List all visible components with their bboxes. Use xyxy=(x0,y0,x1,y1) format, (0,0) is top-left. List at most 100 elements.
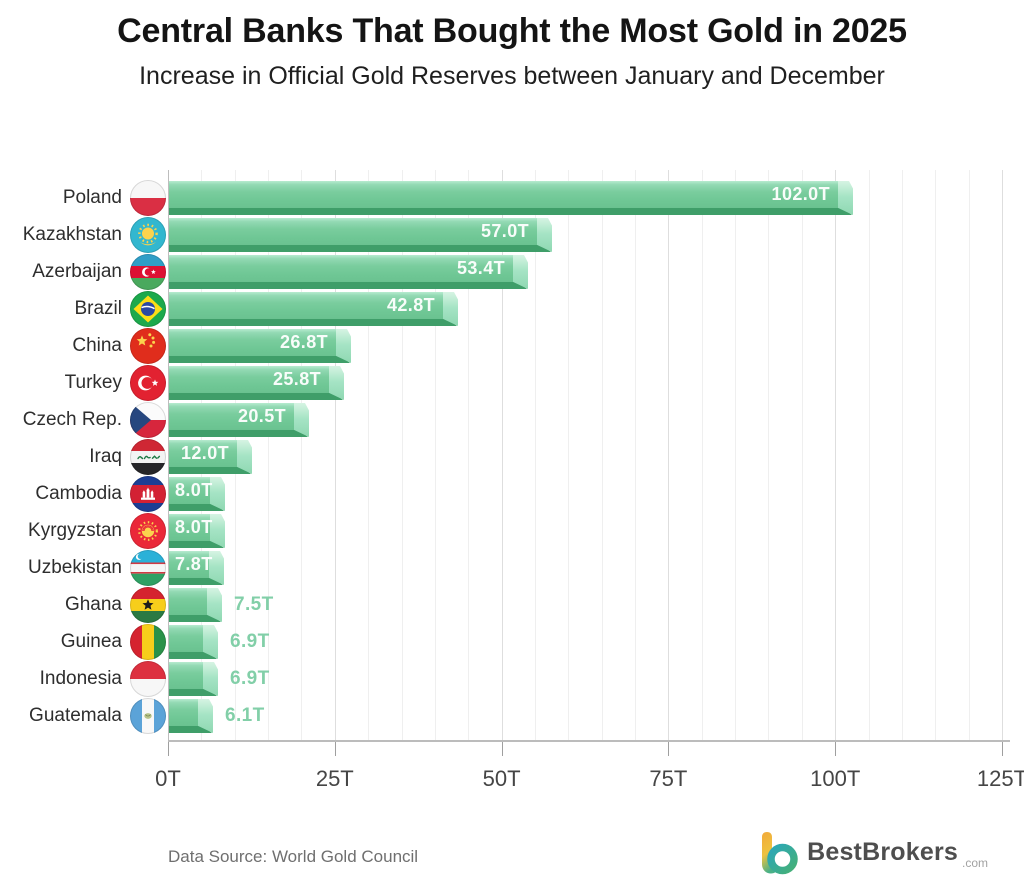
gridline-minor xyxy=(935,170,937,741)
bar-face xyxy=(169,403,306,430)
bar-face xyxy=(169,292,455,319)
bar-end-cap xyxy=(203,662,218,696)
bar-end-cap xyxy=(237,440,252,474)
flag-kazakhstan-icon xyxy=(130,217,166,253)
gridline-minor xyxy=(468,170,470,741)
gridline-major xyxy=(835,170,837,741)
axis-tick xyxy=(334,741,336,756)
bar-face xyxy=(169,255,525,282)
category-label-group: Poland xyxy=(63,180,166,216)
country-label: Ghana xyxy=(64,594,122,615)
x-axis-tick-label: 50T xyxy=(482,766,521,791)
category-label-group: China xyxy=(72,328,166,364)
chart-row: Indonesia 6.9T xyxy=(40,661,1002,697)
category-label-group: Indonesia xyxy=(39,661,166,697)
bar-shadow xyxy=(169,430,308,437)
chart-row: Brazil 42.8T xyxy=(74,291,1002,327)
bar-end-cap xyxy=(329,366,344,400)
bestbrokers-logo: BestBrokers .com xyxy=(758,828,988,876)
value-label: 7.5T xyxy=(234,593,274,615)
value-label: 6.1T xyxy=(225,704,265,726)
flag-guatemala-icon xyxy=(130,698,166,734)
country-label: Azerbaijan xyxy=(32,261,122,282)
value-label: 8.0T xyxy=(175,517,213,537)
gridline-major xyxy=(1002,170,1003,741)
gridline-minor xyxy=(268,170,270,741)
country-label: Iraq xyxy=(89,446,122,467)
axis-tick xyxy=(168,741,169,756)
flag-brazil-icon xyxy=(130,291,166,327)
gridline-major xyxy=(668,170,670,741)
x-axis-tick-label: 100T xyxy=(810,766,861,791)
bar-shadow xyxy=(169,689,217,696)
bar-face xyxy=(169,366,341,393)
flag-ghana-icon xyxy=(130,587,166,623)
gridline-minor xyxy=(568,170,570,741)
value-label: 8.0T xyxy=(175,480,213,500)
value-label: 102.0T xyxy=(771,184,830,204)
category-label-group: Cambodia xyxy=(35,476,166,512)
bar-brazil xyxy=(169,292,455,326)
category-label-group: Azerbaijan xyxy=(32,254,166,290)
bar-shadow xyxy=(169,726,212,733)
country-label: Turkey xyxy=(64,372,122,393)
gridline-minor xyxy=(401,170,403,741)
flag-indonesia-icon xyxy=(130,661,166,697)
bar-shadow xyxy=(169,652,217,659)
bar-shadow xyxy=(169,245,551,252)
gridline-major xyxy=(168,170,169,741)
chart-row: Turkey 25.8T xyxy=(65,365,1002,401)
bar-shadow xyxy=(169,615,221,622)
value-label: 57.0T xyxy=(480,221,529,241)
country-label: Czech Rep. xyxy=(22,409,122,430)
bar-shadow xyxy=(169,356,350,363)
value-label: 53.4T xyxy=(456,258,505,278)
gridline-minor xyxy=(735,170,737,741)
bar-shadow xyxy=(169,541,224,548)
country-label: Indonesia xyxy=(39,668,122,689)
flag-guinea-icon xyxy=(130,624,166,660)
bar-uzbekistan xyxy=(169,551,221,585)
data-source-note: Data Source: World Gold Council xyxy=(168,847,419,866)
gridline-minor xyxy=(801,170,803,741)
brand-name: BestBrokers xyxy=(807,837,958,866)
value-label: 25.8T xyxy=(272,369,321,389)
gridline-major xyxy=(334,170,336,741)
gridline-minor xyxy=(301,170,303,741)
gridline-minor xyxy=(368,170,370,741)
value-label: 12.0T xyxy=(180,443,229,463)
bestbrokers-logo-icon xyxy=(762,832,798,875)
bar-shadow xyxy=(169,393,343,400)
bar-kazakhstan xyxy=(169,218,549,252)
bar-end-cap xyxy=(207,588,222,622)
country-label: Kyrgyzstan xyxy=(28,520,122,541)
x-axis-line xyxy=(168,740,1011,742)
flag-turkey-icon xyxy=(130,365,166,401)
flag-czech-icon xyxy=(130,402,166,438)
country-label: Guatemala xyxy=(29,705,122,726)
category-label-group: Guatemala xyxy=(29,698,166,734)
bar-end-cap xyxy=(838,181,853,215)
bar-face xyxy=(169,329,348,356)
bar-kyrgyzstan xyxy=(169,514,222,548)
x-axis-tick-label: 25T xyxy=(315,766,354,791)
bar-cambodia xyxy=(169,477,222,511)
bar-end-cap xyxy=(294,403,309,437)
chart-row: Czech Rep. 20.5T xyxy=(23,402,1002,438)
country-label: Cambodia xyxy=(35,483,122,504)
axis-tick xyxy=(668,741,670,756)
category-label-group: Iraq xyxy=(89,439,166,475)
country-label: Brazil xyxy=(74,298,122,319)
bar-face xyxy=(169,218,549,245)
gridline-minor xyxy=(968,170,970,741)
gridline-minor xyxy=(901,170,903,741)
flag-poland-icon xyxy=(130,180,166,216)
axis-tick xyxy=(1002,741,1003,756)
category-label-group: Kazakhstan xyxy=(23,217,166,253)
bar-shadow xyxy=(169,319,457,326)
flag-china-icon xyxy=(130,328,166,364)
category-label-group: Kyrgyzstan xyxy=(28,513,166,549)
gridline-minor xyxy=(701,170,703,741)
chart-row: Iraq 12.0T xyxy=(89,439,1002,475)
